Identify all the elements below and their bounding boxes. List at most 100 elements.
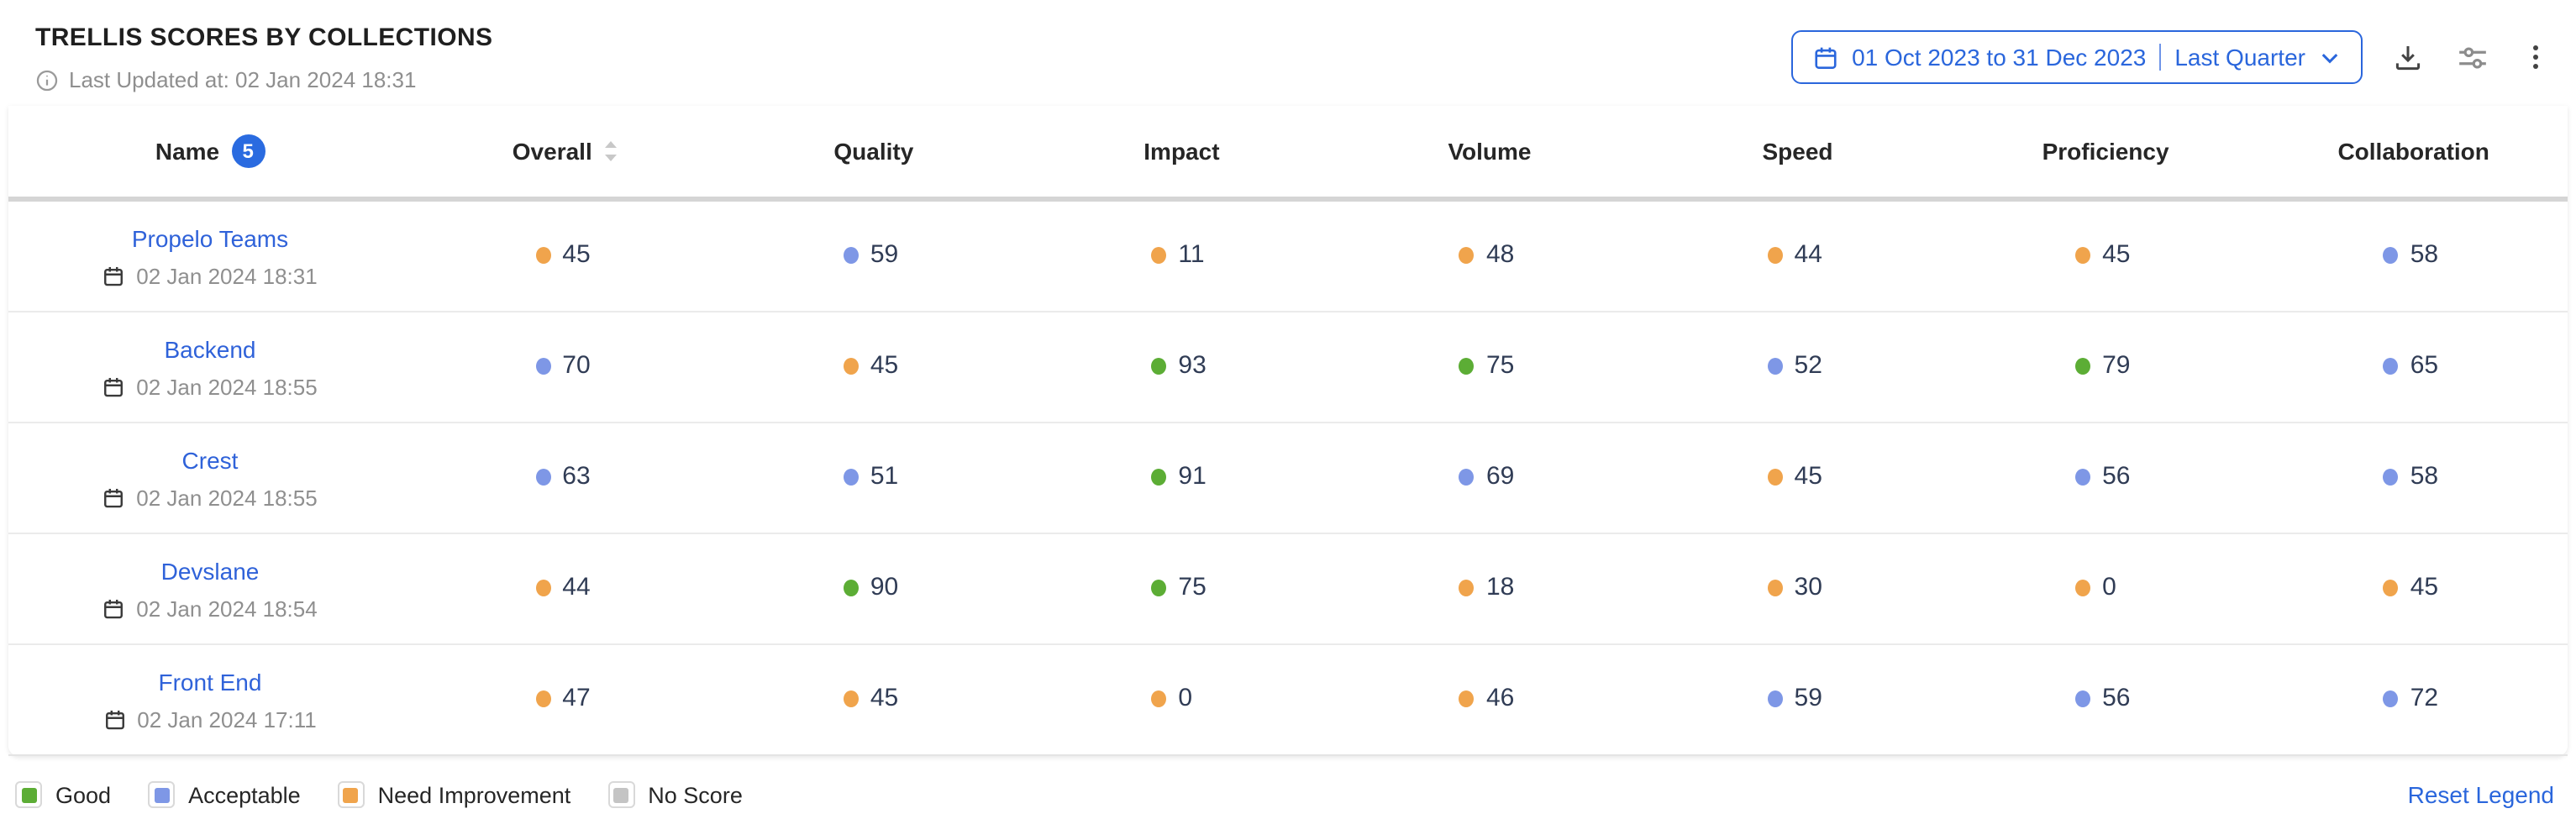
score-dot (1151, 690, 1167, 707)
legend-checkbox-need-improvement[interactable] (337, 781, 365, 808)
score-value: 79 (2102, 351, 2131, 381)
score-cell-collaboration: 58 (2259, 423, 2568, 534)
download-icon (2393, 42, 2423, 72)
collection-link[interactable]: Front End (158, 668, 262, 695)
score-cell-proficiency: 45 (1951, 199, 2260, 312)
score-cell-overall: 45 (412, 199, 720, 312)
score-cell-impact: 91 (1028, 423, 1336, 534)
score-dot (535, 579, 551, 596)
score-dot (2383, 246, 2399, 264)
score-cell-overall: 63 (412, 423, 720, 534)
column-header-label: Overall (512, 138, 592, 165)
score-cell-speed: 45 (1643, 423, 1952, 534)
score-value: 59 (870, 240, 899, 270)
column-header-label: Speed (1762, 138, 1833, 165)
collection-link[interactable]: Crest (181, 446, 239, 473)
score-cell-collaboration: 45 (2259, 533, 2568, 645)
chevron-down-icon (2319, 46, 2341, 68)
legend-checkbox-good[interactable] (15, 781, 42, 808)
name-cell: Propelo Teams 02 Jan 2024 18:31 (8, 199, 412, 312)
score-dot (1459, 690, 1475, 707)
score-cell-overall: 44 (412, 533, 720, 645)
score-cell-volume: 48 (1335, 199, 1644, 312)
score-cell-speed: 30 (1643, 533, 1952, 645)
column-header-overall[interactable]: Overall (412, 106, 720, 202)
score-dot (535, 468, 551, 486)
column-header-quality[interactable]: Quality (719, 106, 1028, 202)
table-row: Backend 02 Jan 2024 18:55 70 45 93 75 52… (8, 312, 2568, 423)
score-value: 48 (1485, 240, 1515, 270)
download-button[interactable] (2389, 39, 2426, 76)
widget-header: TRELLIS SCORES BY COLLECTIONS Last Updat… (0, 0, 2576, 102)
column-header-collaboration[interactable]: Collaboration (2259, 106, 2568, 202)
score-value: 65 (2410, 351, 2439, 381)
legend-items: Good Acceptable Need Improvement No Scor… (15, 781, 743, 808)
score-value: 44 (1794, 240, 1822, 270)
score-dot (2075, 357, 2091, 375)
legend-item-need-improvement[interactable]: Need Improvement (337, 781, 570, 808)
legend-item-good[interactable]: Good (15, 781, 111, 808)
sort-icon[interactable] (604, 139, 619, 163)
reset-legend-link[interactable]: Reset Legend (2407, 781, 2554, 808)
legend-item-no-score[interactable]: No Score (607, 781, 743, 808)
collection-link[interactable]: Devslane (160, 557, 260, 584)
more-menu-button[interactable] (2519, 39, 2552, 76)
score-dot (1151, 468, 1167, 486)
score-value: 75 (1485, 351, 1515, 381)
collection-link[interactable]: Backend (164, 335, 256, 362)
legend-item-acceptable[interactable]: Acceptable (148, 781, 301, 808)
score-value: 75 (1178, 573, 1207, 602)
column-header-volume[interactable]: Volume (1335, 106, 1644, 202)
widget-filters-button[interactable] (2453, 38, 2492, 76)
calendar-icon (103, 265, 124, 286)
column-header-label: Proficiency (2042, 138, 2169, 165)
score-dot (1459, 357, 1475, 375)
score-value: 45 (562, 240, 591, 270)
row-date-text: 02 Jan 2024 18:31 (136, 263, 318, 288)
score-value: 63 (562, 462, 591, 491)
score-dot (1767, 579, 1783, 596)
score-cell-quality: 90 (719, 533, 1028, 645)
score-value: 93 (1178, 351, 1207, 381)
score-value: 45 (1794, 462, 1822, 491)
score-value: 52 (1794, 351, 1822, 381)
scores-table-container: Name 5 Overall (8, 106, 2568, 756)
column-header-speed[interactable]: Speed (1643, 106, 1952, 202)
score-dot (1767, 246, 1783, 264)
column-header-label: Name (155, 138, 220, 165)
score-dot (1151, 246, 1167, 264)
score-cell-quality: 45 (719, 644, 1028, 756)
score-dot (535, 246, 551, 264)
name-cell: Devslane 02 Jan 2024 18:54 (8, 533, 412, 645)
column-header-impact[interactable]: Impact (1028, 106, 1336, 202)
score-dot (2075, 246, 2091, 264)
score-dot (1151, 579, 1167, 596)
score-value: 59 (1794, 684, 1822, 713)
row-count-badge: 5 (231, 134, 265, 168)
collection-link[interactable]: Propelo Teams (131, 224, 289, 251)
score-cell-impact: 0 (1028, 644, 1336, 756)
name-cell: Crest 02 Jan 2024 18:55 (8, 423, 412, 534)
row-date: 02 Jan 2024 17:11 (10, 706, 410, 732)
score-value: 90 (870, 573, 899, 602)
score-value: 47 (562, 684, 591, 713)
column-header-proficiency[interactable]: Proficiency (1951, 106, 2260, 202)
score-dot (843, 579, 859, 596)
sliders-icon (2457, 41, 2489, 73)
score-value: 72 (2410, 684, 2439, 713)
score-cell-proficiency: 79 (1951, 312, 2260, 423)
score-value: 46 (1485, 684, 1515, 713)
score-cell-collaboration: 58 (2259, 199, 2568, 312)
score-cell-volume: 18 (1335, 533, 1644, 645)
legend-checkbox-acceptable[interactable] (148, 781, 176, 808)
legend-checkbox-no-score[interactable] (607, 781, 635, 808)
score-value: 56 (2102, 462, 2131, 491)
last-updated-text: Last Updated at: 02 Jan 2024 18:31 (69, 67, 417, 92)
kebab-menu-icon (2522, 42, 2549, 72)
row-date: 02 Jan 2024 18:54 (10, 596, 410, 621)
score-dot (1767, 690, 1783, 707)
calendar-icon (1813, 45, 1838, 70)
score-dot (843, 357, 859, 375)
date-range-button[interactable]: 01 Oct 2023 to 31 Dec 2023 Last Quarter (1791, 30, 2363, 84)
